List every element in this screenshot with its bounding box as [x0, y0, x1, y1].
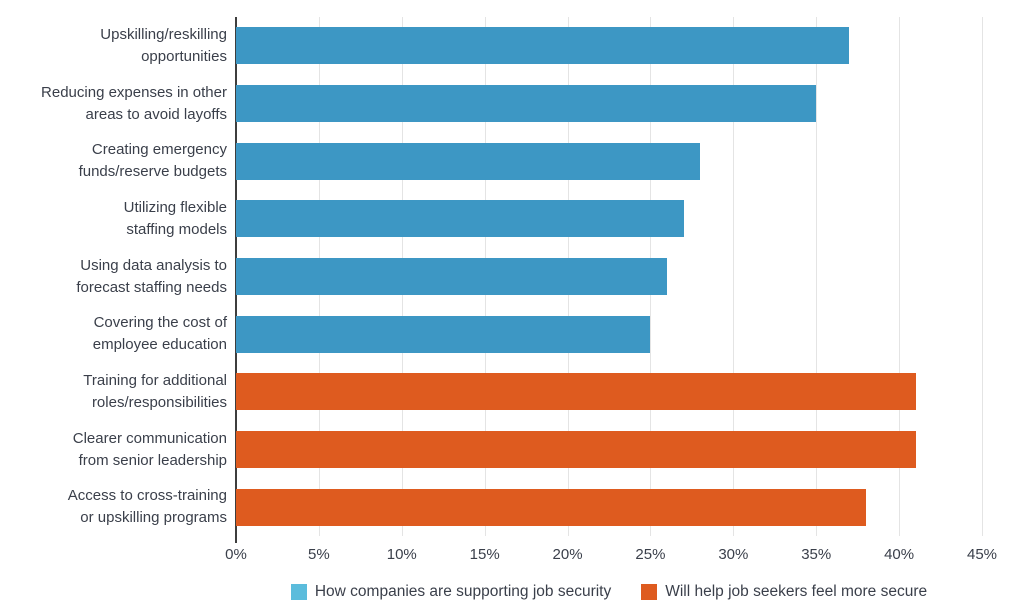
chart-row: Using data analysis to forecast staffing … [0, 248, 982, 306]
x-tick-label: 20% [552, 546, 583, 563]
x-axis-ticks: 0% 5% 10% 15% 20% 25% 30% 35% 40% 45% [225, 546, 997, 566]
chart-row: Training for additional roles/responsibil… [0, 363, 982, 421]
category-label-line: Clearer communication [72, 429, 227, 447]
bar-companies [236, 85, 817, 122]
category-label-line: Upskilling/reskilling [100, 25, 227, 43]
bar-companies [236, 200, 684, 238]
chart-row: Reducing expenses in other areas to avoid… [0, 75, 982, 133]
x-tick-label: 45% [966, 546, 998, 563]
category-label-line: forecast staffing needs [76, 278, 227, 296]
chart-row: Clearer communication from senior leaders… [0, 421, 982, 479]
bar-jobseekers [236, 488, 866, 526]
legend-label: How companies are supporting job securit… [314, 583, 612, 600]
bar-companies [236, 142, 701, 180]
legend-swatch-icon [641, 584, 658, 600]
bar-track [236, 478, 982, 536]
bar-track [236, 190, 982, 248]
category-label: Covering the cost of employee education [0, 312, 236, 356]
category-label-line: from senior leadership [78, 451, 227, 469]
x-tick-label: 10% [386, 546, 417, 563]
bar-track [236, 363, 982, 421]
legend-swatch-icon [290, 584, 307, 600]
legend-item: Will help job seekers feel more secure [641, 583, 927, 601]
category-label-line: Covering the cost of [93, 314, 227, 332]
bar-track [236, 421, 982, 479]
bar-companies [236, 27, 850, 65]
category-label-line: or upskilling programs [80, 509, 227, 527]
category-label: Upskilling/reskilling opportunities [0, 24, 236, 68]
chart-row: Access to cross-training or upskilling pr… [0, 478, 982, 536]
grid-line [982, 17, 983, 536]
x-tick-label: 0% [225, 546, 247, 563]
bar-jobseekers [236, 431, 916, 469]
bar-track [236, 132, 982, 190]
category-label-line: areas to avoid layoffs [85, 105, 227, 123]
bar-companies [236, 258, 668, 296]
chart-row: Creating emergency funds/reserve budgets [0, 132, 982, 190]
category-label-line: funds/reserve budgets [78, 163, 227, 181]
legend-label: Will help job seekers feel more secure [665, 583, 928, 600]
category-label-line: opportunities [141, 47, 227, 65]
category-label-line: Access to cross-training [67, 487, 227, 505]
bar-track [236, 75, 982, 133]
chart-row: Utilizing flexible staffing models [0, 190, 982, 248]
category-label-line: Training for additional [83, 371, 227, 389]
grid-line [733, 17, 735, 536]
x-tick-label: 5% [308, 546, 330, 563]
category-label-line: Utilizing flexible [123, 198, 227, 216]
category-label-line: Creating emergency [91, 141, 227, 159]
x-tick-label: 30% [718, 546, 749, 563]
grid-line [816, 17, 818, 536]
category-label: Clearer communication from senior leaders… [0, 428, 236, 472]
category-label: Using data analysis to forecast staffing … [0, 255, 236, 299]
grid-line [899, 17, 901, 536]
bar-track [236, 305, 982, 363]
legend-item: How companies are supporting job securit… [290, 583, 612, 601]
x-tick-label: 25% [635, 546, 666, 563]
plot-area: Upskilling/reskilling opportunities Reduci… [0, 17, 982, 536]
chart-row: Covering the cost of employee education [0, 305, 982, 363]
bar-jobseekers [236, 373, 916, 411]
category-label: Training for additional roles/responsibil… [0, 370, 236, 414]
category-label-line: Using data analysis to [80, 256, 227, 274]
category-label: Creating emergency funds/reserve budgets [0, 139, 236, 183]
category-label: Access to cross-training or upskilling pr… [0, 485, 236, 529]
chart-row: Upskilling/reskilling opportunities [0, 17, 982, 75]
category-label: Utilizing flexible staffing models [0, 197, 236, 241]
category-label-line: Reducing expenses in other [41, 83, 227, 101]
category-label: Reducing expenses in other areas to avoid… [0, 82, 236, 126]
legend: How companies are supporting job securit… [236, 583, 982, 601]
x-tick-label: 15% [469, 546, 500, 563]
bar-track [236, 17, 982, 75]
x-tick-label: 35% [801, 546, 832, 563]
x-tick-label: 40% [884, 546, 915, 563]
bar-track [236, 248, 982, 306]
category-label-line: roles/responsibilities [91, 393, 227, 411]
bar-companies [236, 315, 651, 353]
category-label-line: staffing models [126, 220, 227, 238]
category-label-line: employee education [92, 336, 227, 354]
